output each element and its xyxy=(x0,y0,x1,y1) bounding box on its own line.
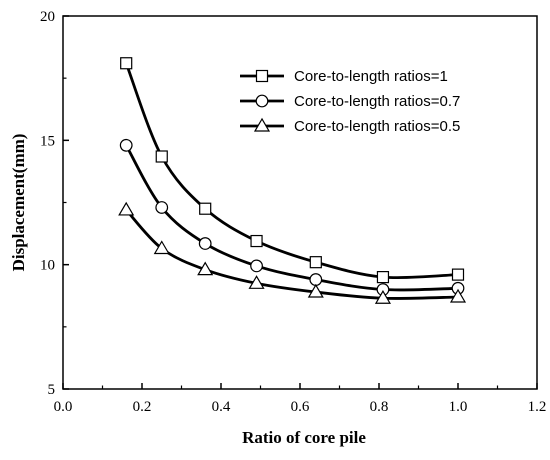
data-point-marker xyxy=(376,271,390,284)
x-tick-label: 0.6 xyxy=(291,399,310,415)
data-point-marker xyxy=(199,202,212,215)
data-point-marker xyxy=(250,259,263,273)
legend-label: Core-to-length ratios=1 xyxy=(294,68,448,85)
x-tick-label: 0.4 xyxy=(212,399,231,415)
y-tick-label: 5 xyxy=(48,382,56,398)
data-point-marker xyxy=(155,201,169,214)
legend-marker xyxy=(255,94,269,108)
data-point-marker xyxy=(197,261,214,276)
x-tick-label: 1.0 xyxy=(449,399,468,415)
x-tick-label: 0.0 xyxy=(54,399,73,415)
y-tick-label: 15 xyxy=(40,133,55,149)
data-point-marker xyxy=(248,275,265,289)
data-point-marker xyxy=(119,138,133,152)
data-point-marker xyxy=(309,273,323,286)
x-axis-title: Ratio of core pile xyxy=(242,428,366,447)
y-axis-title: Displacement(mm) xyxy=(9,134,28,272)
data-point-marker xyxy=(449,288,467,303)
tick-group: 0.0 0.2 0.4 0.6 0.8 1.0 1.2 5 10 15 20 xyxy=(40,9,546,415)
legend-entry: Core-to-length ratios=1 xyxy=(240,68,448,85)
data-point-marker xyxy=(307,283,324,298)
data-point-marker xyxy=(118,201,135,216)
series-group xyxy=(118,57,467,304)
series-triangle xyxy=(118,201,467,304)
y-tick-label: 10 xyxy=(40,258,55,274)
legend: Core-to-length ratios=1 Core-to-length ra… xyxy=(240,68,460,135)
data-point-marker xyxy=(250,234,263,248)
data-point-marker xyxy=(451,268,465,281)
x-tick-label: 0.2 xyxy=(133,399,152,415)
x-tick-label: 1.2 xyxy=(528,399,547,415)
data-point-marker xyxy=(155,150,168,163)
data-point-marker xyxy=(374,290,391,304)
legend-entry: Core-to-length ratios=0.5 xyxy=(240,117,460,135)
legend-marker xyxy=(255,69,269,83)
series-circle xyxy=(119,138,465,296)
legend-label: Core-to-length ratios=0.7 xyxy=(294,93,460,110)
legend-entry: Core-to-length ratios=0.7 xyxy=(240,93,460,110)
legend-marker xyxy=(253,117,271,132)
data-point-marker xyxy=(153,240,170,255)
data-point-marker xyxy=(120,57,133,70)
legend-label: Core-to-length ratios=0.5 xyxy=(294,118,460,135)
series-square xyxy=(120,57,465,284)
x-tick-label: 0.8 xyxy=(370,399,389,415)
y-tick-label: 20 xyxy=(40,9,55,25)
data-point-marker xyxy=(198,237,212,250)
data-point-marker xyxy=(309,256,322,269)
series-line xyxy=(124,144,459,292)
